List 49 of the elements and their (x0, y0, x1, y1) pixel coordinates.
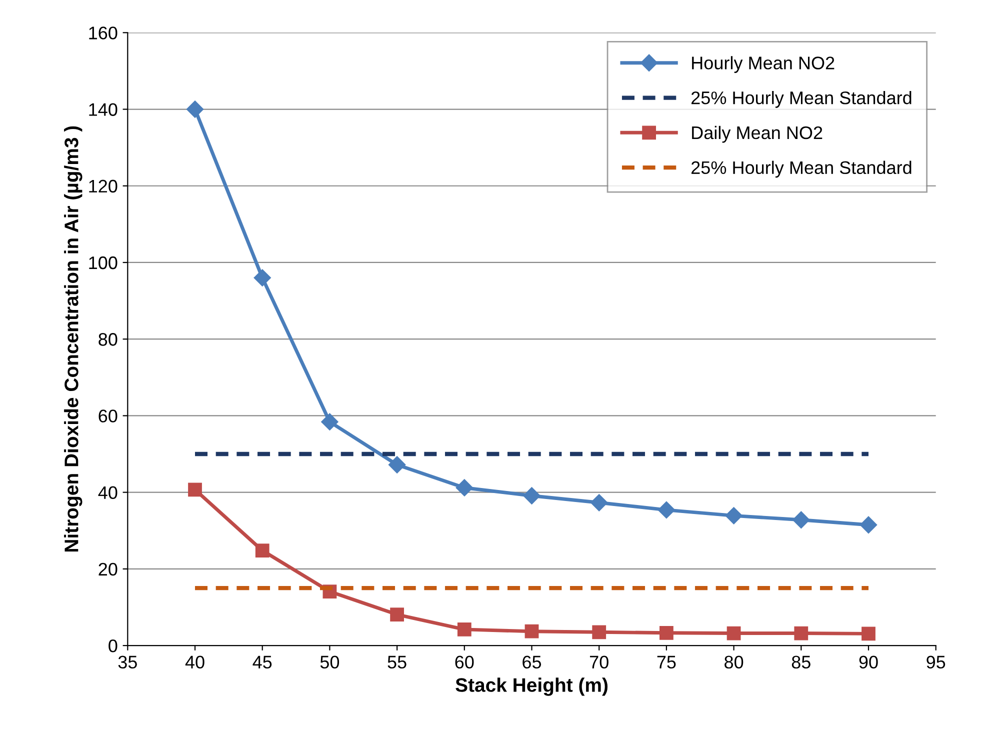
x-tick-label: 50 (320, 656, 340, 669)
x-tick-label: 70 (590, 656, 608, 669)
y-tick-label: 60 (98, 410, 118, 422)
y-tick-label: 0 (108, 639, 118, 652)
point (456, 479, 473, 496)
y-tick-label: 140 (89, 103, 118, 116)
y-tick-label: 100 (89, 256, 118, 270)
x-tick-label: 90 (859, 656, 878, 669)
x-tick-label: 85 (792, 656, 810, 669)
y-tick-label: 120 (89, 180, 118, 193)
x-axis-title: Stack Height (m) (456, 678, 608, 696)
point (660, 626, 674, 640)
point (186, 100, 204, 118)
point (592, 625, 606, 640)
y-tick-label: 20 (98, 562, 118, 576)
point (862, 626, 876, 641)
point (188, 482, 202, 497)
point (792, 511, 810, 528)
point (524, 624, 539, 638)
x-tick-label: 75 (657, 656, 676, 669)
point (860, 516, 878, 534)
x-tick-label: 45 (252, 656, 272, 669)
x-tick-label: 35 (118, 656, 137, 669)
point (794, 626, 808, 640)
y-tick-label: 80 (98, 333, 118, 346)
point (726, 626, 741, 640)
x-tick-label: 55 (388, 656, 406, 669)
x-tick-label: 65 (522, 656, 542, 669)
x-tick-label: 60 (455, 656, 474, 669)
point (725, 507, 742, 524)
x-tick-label: 80 (724, 656, 744, 669)
legend-label: Hourly Mean NO2 (692, 56, 834, 73)
point (388, 456, 406, 474)
point (658, 501, 675, 518)
point (321, 413, 338, 430)
y-tick-label: 160 (89, 26, 118, 40)
legend-label: Daily Mean NO2 (692, 126, 822, 143)
point (390, 608, 404, 622)
point (255, 544, 270, 558)
legend-label: 25% Hourly Mean Standard (691, 91, 912, 108)
x-tick-label: 95 (926, 656, 946, 669)
point (457, 622, 472, 636)
legend-label: 25% Hourly Mean Standard (691, 160, 912, 178)
x-tick-label: 40 (185, 656, 204, 669)
y-tick-label: 40 (98, 486, 118, 500)
y-axis-title: Nitrogen Dioxide Concentration in Air (µg/m3 ) (64, 126, 82, 552)
point (523, 487, 540, 504)
point (254, 269, 271, 286)
point (590, 494, 608, 512)
